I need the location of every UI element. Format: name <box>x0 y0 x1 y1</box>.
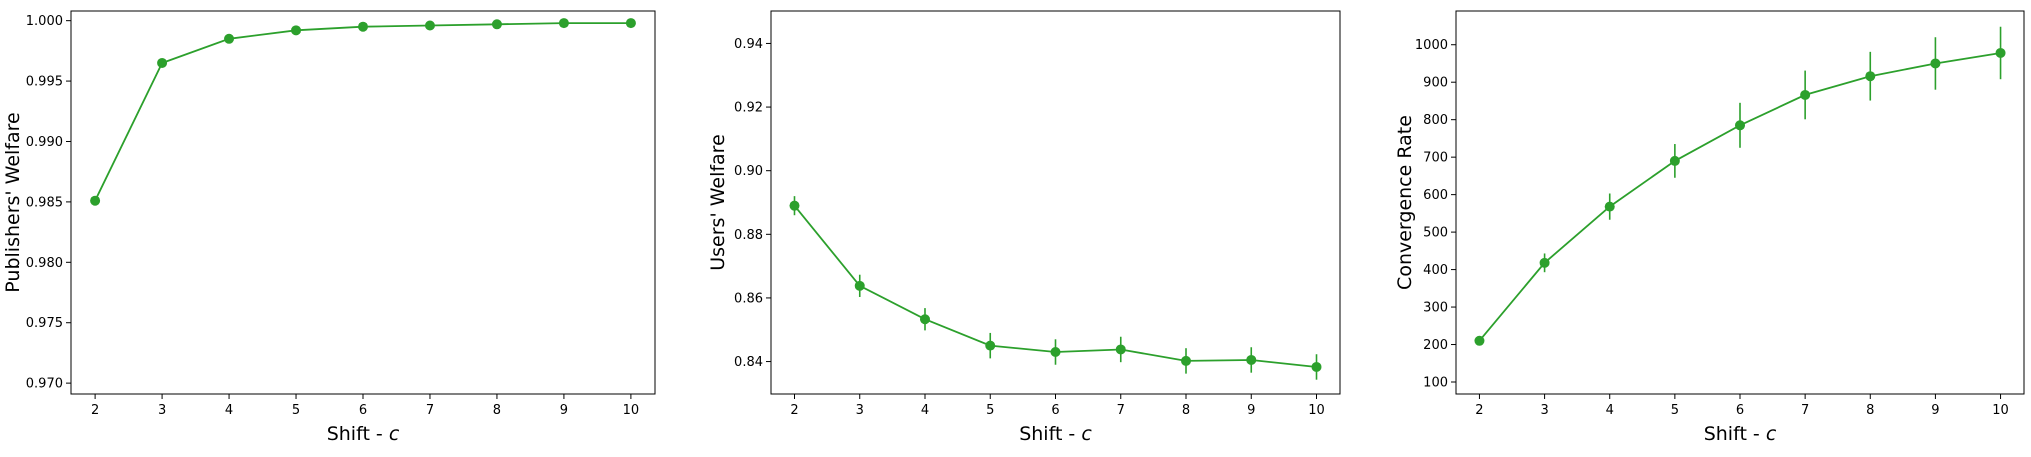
chart-2: 2 3 4 5 6 7 8 9 10 0.84 0.86 0.88 0.90 0.92 0.94 Shift … <box>707 10 1341 445</box>
data-point <box>424 20 435 31</box>
y-tick-label: 900 <box>1423 76 1448 91</box>
x-tick-label: 3 <box>856 403 864 418</box>
x-tick-label: 9 <box>560 403 568 418</box>
chart-1: 2 3 4 5 6 7 8 9 10 0.970 0.975 0.980 0.985 0.990 0.995… <box>2 10 656 445</box>
data-point <box>558 18 569 29</box>
y-tick-label: 0.90 <box>734 164 763 179</box>
series-line <box>94 22 631 202</box>
y-axis-label: Convergence Rate <box>1394 115 1416 290</box>
y-tick-label: 800 <box>1423 113 1448 128</box>
data-point <box>1246 354 1257 365</box>
y-tick-label: 0.970 <box>26 377 63 392</box>
y-axis-label: Publishers' Welfare <box>2 112 24 292</box>
y-tick-label: 0.995 <box>26 75 63 90</box>
x-tick-label: 9 <box>1247 403 1255 418</box>
y-tick-label: 1.000 <box>26 14 63 29</box>
y-tick-label: 0.94 <box>734 37 763 52</box>
data-point <box>157 57 168 68</box>
x-tick-label: 7 <box>1117 403 1125 418</box>
data-point <box>291 25 302 36</box>
y-tick-label: 0.88 <box>734 228 763 243</box>
data-point <box>1115 344 1126 355</box>
x-tick-label: 9 <box>1931 403 1939 418</box>
x-tick-label: 10 <box>1992 403 2009 418</box>
data-point <box>358 21 368 32</box>
x-tick-label: 5 <box>986 403 994 418</box>
chart-3: 2 3 4 5 6 7 8 9 10 100 200 300 400 500 600 700 800 900 100… <box>1394 10 2025 445</box>
x-tick-label: 6 <box>359 403 367 418</box>
y-tick-label: 100 <box>1423 376 1448 391</box>
x-tick-label: 4 <box>921 403 929 418</box>
data-point <box>1050 347 1061 358</box>
data-point <box>919 314 930 325</box>
y-tick-label: 1000 <box>1415 38 1448 53</box>
data-point <box>1539 257 1550 268</box>
data-point <box>90 195 101 206</box>
data-point <box>789 200 800 211</box>
axes-frame <box>770 10 1341 395</box>
y-tick-label: 300 <box>1423 301 1448 316</box>
x-tick-label: 7 <box>1801 403 1809 418</box>
y-tick-label: 0.985 <box>26 195 63 210</box>
data-point <box>1181 355 1192 366</box>
x-tick-label: 3 <box>158 403 166 418</box>
x-tick-label: 8 <box>1182 403 1190 418</box>
x-axis-label: Shift - c <box>1704 423 1777 445</box>
y-tick-label: 0.84 <box>734 355 763 370</box>
x-tick-label: 4 <box>225 403 233 418</box>
x-tick-label: 5 <box>292 403 300 418</box>
data-point <box>1930 58 1941 69</box>
data-point <box>985 340 996 351</box>
data-point <box>625 18 636 29</box>
y-tick-label: 0.990 <box>26 135 63 150</box>
y-tick-label: 0.86 <box>734 291 763 306</box>
x-tick-label: 6 <box>1736 403 1744 418</box>
data-point <box>491 19 502 30</box>
y-tick-label: 0.980 <box>26 256 63 271</box>
x-axis-label: Shift - c <box>1019 423 1092 445</box>
data-point <box>1995 47 2006 58</box>
data-point <box>1865 71 1876 82</box>
y-tick-label: 500 <box>1423 226 1448 241</box>
y-tick-label: 400 <box>1423 263 1448 278</box>
x-tick-label: 6 <box>1051 403 1059 418</box>
y-tick-label: 0.92 <box>734 101 763 116</box>
x-tick-label: 8 <box>493 403 501 418</box>
x-tick-label: 10 <box>1308 403 1325 418</box>
data-point <box>224 33 235 44</box>
data-point <box>1669 155 1680 166</box>
x-tick-label: 3 <box>1540 403 1548 418</box>
x-tick-label: 2 <box>91 403 99 418</box>
data-point <box>1474 335 1485 346</box>
data-point <box>1800 89 1811 100</box>
axes-frame <box>1455 10 2025 395</box>
x-tick-label: 8 <box>1866 403 1874 418</box>
x-axis-label: Shift - c <box>327 423 400 445</box>
y-tick-label: 600 <box>1423 188 1448 203</box>
y-tick-label: 700 <box>1423 151 1448 166</box>
y-tick-label: 200 <box>1423 338 1448 353</box>
data-point <box>1311 361 1322 372</box>
series-line <box>1478 52 2001 342</box>
x-tick-label: 7 <box>426 403 434 418</box>
x-tick-label: 4 <box>1606 403 1614 418</box>
x-tick-label: 2 <box>790 403 798 418</box>
x-tick-label: 10 <box>623 403 640 418</box>
y-tick-label: 0.975 <box>26 316 63 331</box>
y-axis-label: Users' Welfare <box>707 134 729 271</box>
x-tick-label: 2 <box>1475 403 1483 418</box>
data-point <box>1735 120 1745 131</box>
data-point <box>854 280 865 291</box>
x-tick-label: 5 <box>1671 403 1679 418</box>
data-point <box>1604 201 1615 212</box>
